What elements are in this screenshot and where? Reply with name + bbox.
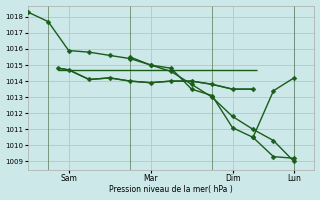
X-axis label: Pression niveau de la mer( hPa ): Pression niveau de la mer( hPa ) (109, 185, 233, 194)
